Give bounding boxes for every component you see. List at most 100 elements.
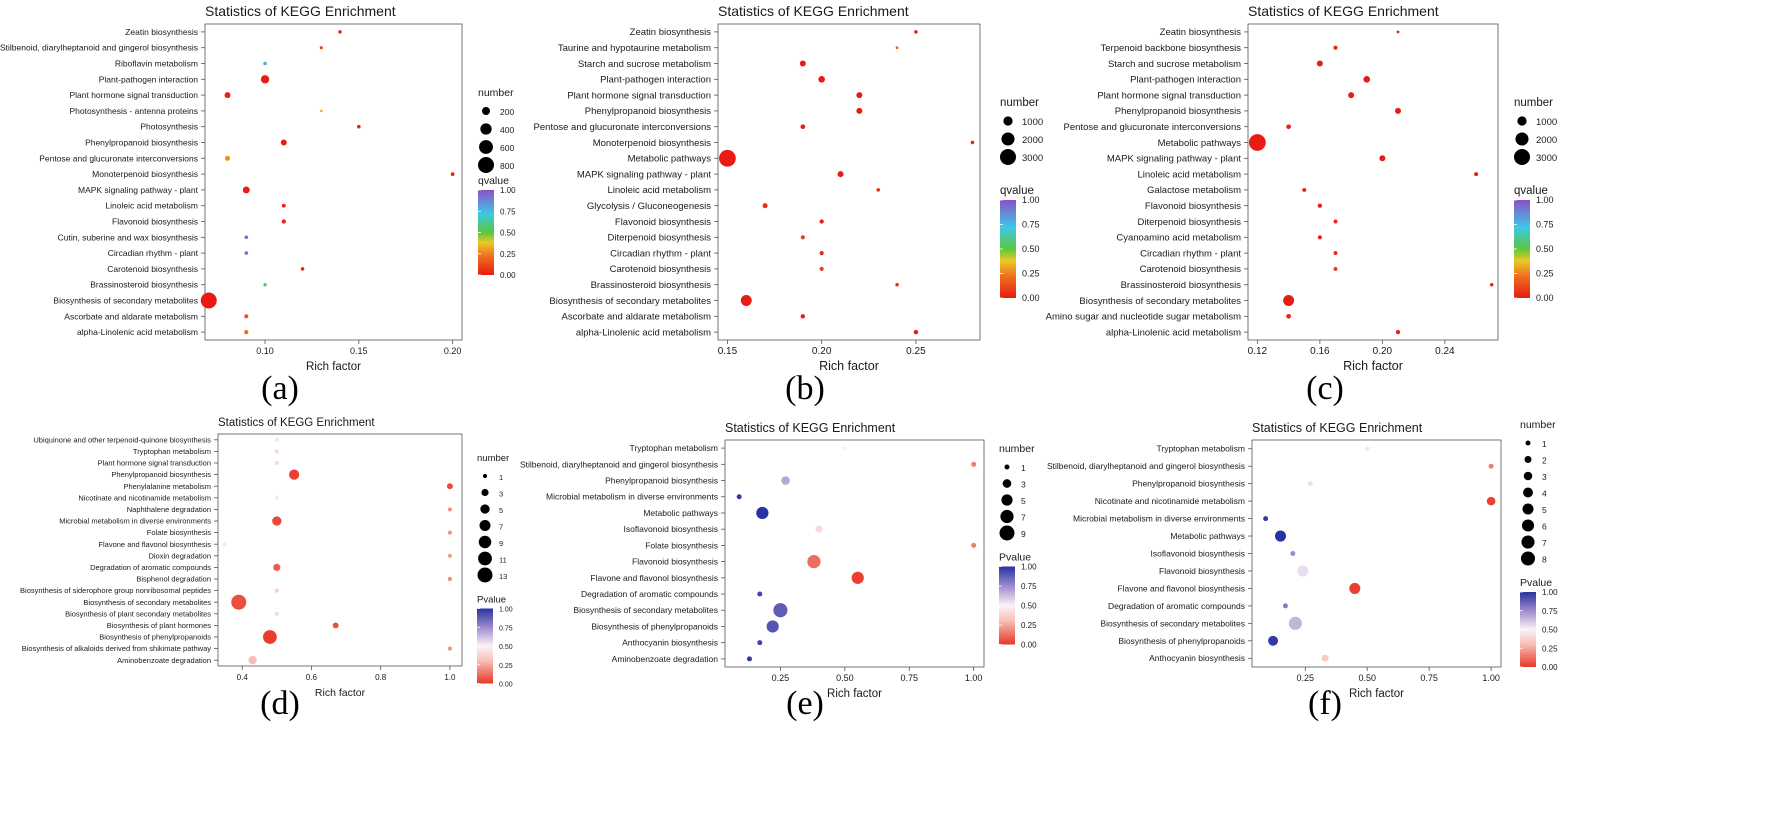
x-tick-label: 0.25 [772, 673, 790, 683]
data-point [274, 449, 279, 454]
data-point [895, 46, 899, 50]
data-point [224, 92, 231, 99]
size-legend-label: 4 [1542, 489, 1547, 499]
y-tick-label: Microbial metabolism in diverse environm… [59, 517, 211, 526]
size-legend-label: 800 [500, 161, 514, 171]
chart-title: Statistics of KEGG Enrichment [1248, 3, 1439, 19]
y-tick-label: Stilbenoid, diarylheptanoid and gingerol… [0, 43, 198, 53]
y-tick-label: Photosynthesis [140, 122, 198, 132]
size-legend-dot [478, 535, 492, 549]
x-tick-label: 0.25 [1297, 673, 1315, 683]
y-tick-label: Bisphenol degradation [136, 575, 211, 584]
data-point [274, 460, 279, 466]
y-tick-label: Biosynthesis of plant secondary metaboli… [65, 609, 211, 618]
data-point [719, 149, 736, 167]
y-tick-label: Biosynthesis of phenylpropanoids [99, 633, 211, 642]
size-legend-dot [480, 123, 492, 135]
color-tick-label: 1.00 [1021, 563, 1037, 572]
size-legend-dot [482, 107, 490, 115]
x-axis-label: Rich factor [1343, 359, 1403, 373]
data-point [1317, 203, 1323, 208]
size-legend-dot [1517, 116, 1527, 126]
data-point [1395, 329, 1401, 335]
data-point [272, 516, 282, 526]
color-bar [1520, 592, 1536, 667]
data-point [1290, 551, 1296, 556]
x-tick-label: 0.50 [836, 673, 854, 683]
data-point [332, 622, 339, 629]
y-tick-label: Phenylpropanoid biosynthesis [85, 137, 198, 147]
chart-title: Statistics of KEGG Enrichment [718, 3, 909, 19]
data-point [222, 542, 228, 547]
chart-c: Statistics of KEGG Enrichment 0.12 0.16 0.2… [1046, 3, 1558, 373]
data-point [971, 542, 977, 548]
color-tick-label: 0.75 [1542, 607, 1558, 616]
y-tick-label: Glycolysis / Gluconeogenesis [587, 201, 711, 212]
color-tick-label: 0.00 [1022, 293, 1040, 303]
size-legend-label: 9 [1021, 529, 1026, 539]
data-point [1348, 92, 1355, 99]
data-point [851, 571, 864, 584]
color-tick-label: 0.00 [1536, 293, 1554, 303]
data-point [1263, 516, 1269, 522]
data-point [300, 267, 305, 271]
y-tick-label: Anthocyanin biosynthesis [1149, 653, 1245, 663]
data-point [876, 188, 881, 192]
plot-frame [1251, 439, 1502, 668]
data-point [1286, 124, 1291, 130]
chart-title: Statistics of KEGG Enrichment [205, 3, 396, 19]
size-legend-title: number [1514, 97, 1553, 109]
data-point [1268, 635, 1279, 646]
data-point [1333, 266, 1338, 271]
size-legend-label: 1000 [1536, 117, 1557, 128]
y-tick-label: Starch and sucrose metabolism [1108, 59, 1241, 70]
data-point [1395, 107, 1401, 114]
color-tick-label: 0.50 [1536, 244, 1554, 254]
data-point [1363, 75, 1371, 83]
plot-frame [217, 433, 463, 667]
y-tick-label: Pentose and glucuronate interconversions [1064, 122, 1242, 133]
y-tick-label: Cutin, suberine and wax biosynthesis [58, 232, 198, 242]
size-legend-dot [482, 473, 488, 479]
y-tick-label: Degradation of aromatic compounds [581, 589, 718, 599]
size-legend-label: 1 [1542, 439, 1547, 449]
y-tick-label: Microbial metabolism in diverse environm… [546, 492, 718, 502]
y-tick-label: MAPK signaling pathway - plant [78, 185, 199, 195]
color-tick-label: 0.75 [499, 625, 513, 632]
color-tick-label: 0.25 [500, 250, 516, 259]
size-legend-label: 400 [500, 125, 514, 135]
x-tick-label: 0.20 [444, 346, 462, 356]
size-legend-label: 2000 [1536, 135, 1557, 146]
data-point [1349, 582, 1361, 594]
y-tick-label: MAPK signaling pathway - plant [577, 169, 711, 180]
data-point [1288, 616, 1302, 630]
data-point [274, 495, 279, 500]
size-legend-dot [999, 525, 1015, 541]
y-tick-label: Biosynthesis of phenylpropanoids [1118, 636, 1245, 646]
y-tick-label: Brassinosteroid biosynthesis [90, 280, 198, 290]
data-point [799, 60, 806, 67]
x-tick-label: 0.20 [812, 346, 832, 357]
data-point [746, 656, 752, 662]
plot-frame [204, 23, 463, 341]
data-point [447, 507, 452, 512]
data-point [800, 235, 805, 240]
size-legend-dot [1001, 132, 1015, 146]
color-tick-label: 0.25 [1022, 269, 1040, 279]
panel-label-d: (d) [260, 685, 300, 722]
data-point [447, 530, 452, 535]
data-point [281, 219, 286, 224]
size-legend-label: 1000 [1022, 117, 1043, 128]
y-tick-label: Galactose metabolism [1147, 185, 1241, 196]
y-tick-label: Tryptophan metabolism [133, 447, 211, 456]
size-legend-label: 3 [1542, 472, 1547, 482]
y-tick-label: Brassinosteroid biosynthesis [1121, 280, 1242, 291]
y-tick-label: Plant hormone signal transduction [69, 90, 198, 100]
x-tick-label: 0.75 [900, 673, 918, 683]
size-legend-dot [1525, 440, 1531, 446]
size-legend-label: 6 [1542, 522, 1547, 532]
y-tick-label: Biosynthesis of phenylpropanoids [591, 621, 718, 631]
y-tick-label: Biosynthesis of alkaloids derived from s… [22, 644, 212, 653]
data-point [1317, 235, 1322, 240]
plot-group: Statistics of KEGG Enrichment 0.10 0.15 0.2… [0, 3, 516, 373]
